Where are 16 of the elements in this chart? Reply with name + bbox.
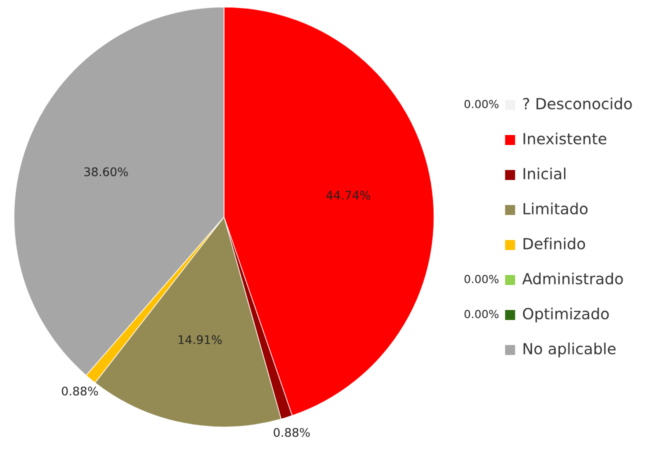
legend-label: Limitado xyxy=(524,202,588,214)
legend-label: No aplicable xyxy=(524,342,616,358)
legend-label: ? Desconocido xyxy=(523,98,632,110)
text: 0.00% xyxy=(464,100,498,108)
legend-label: Administrado xyxy=(522,272,623,284)
data-label: 0.88% xyxy=(62,386,98,396)
data-label: 0.88% xyxy=(274,428,310,437)
legend-label: Inexistente xyxy=(524,132,606,144)
legend-label: Definido xyxy=(524,238,586,250)
data-label: 14.91% xyxy=(178,335,222,344)
legend-label: Inicial xyxy=(524,168,566,180)
data-label: 38.60% xyxy=(84,167,128,176)
legend-label: Optimizado xyxy=(522,308,609,322)
text: 0.00% xyxy=(464,274,498,284)
text: 0.00% xyxy=(464,310,498,318)
data-label: 44.74% xyxy=(326,190,370,200)
